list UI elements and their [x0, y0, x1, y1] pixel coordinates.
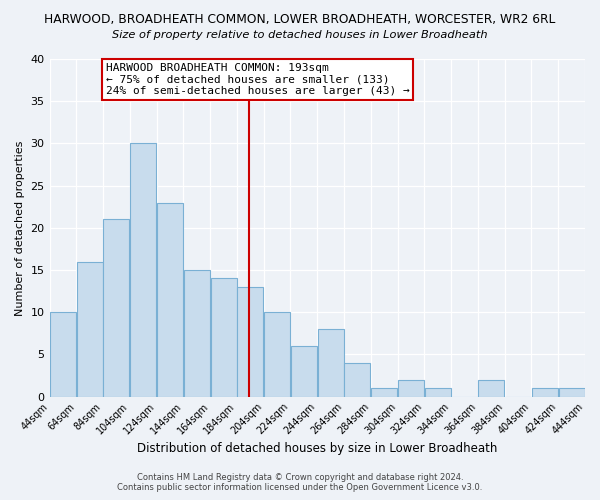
Bar: [130, 144, 156, 396]
Bar: [264, 312, 290, 396]
Bar: [184, 270, 210, 396]
Bar: [478, 380, 504, 396]
Bar: [50, 312, 76, 396]
Bar: [291, 346, 317, 397]
Bar: [238, 287, 263, 397]
Bar: [559, 388, 584, 396]
Bar: [425, 388, 451, 396]
Bar: [157, 202, 183, 396]
Bar: [532, 388, 558, 396]
Bar: [103, 220, 130, 396]
Bar: [398, 380, 424, 396]
Bar: [371, 388, 397, 396]
X-axis label: Distribution of detached houses by size in Lower Broadheath: Distribution of detached houses by size …: [137, 442, 497, 455]
Bar: [77, 262, 103, 396]
Text: HARWOOD BROADHEATH COMMON: 193sqm
← 75% of detached houses are smaller (133)
24%: HARWOOD BROADHEATH COMMON: 193sqm ← 75% …: [106, 63, 410, 96]
Text: Contains HM Land Registry data © Crown copyright and database right 2024.
Contai: Contains HM Land Registry data © Crown c…: [118, 473, 482, 492]
Bar: [211, 278, 236, 396]
Bar: [344, 363, 370, 396]
Y-axis label: Number of detached properties: Number of detached properties: [15, 140, 25, 316]
Bar: [317, 329, 344, 396]
Text: HARWOOD, BROADHEATH COMMON, LOWER BROADHEATH, WORCESTER, WR2 6RL: HARWOOD, BROADHEATH COMMON, LOWER BROADH…: [44, 12, 556, 26]
Text: Size of property relative to detached houses in Lower Broadheath: Size of property relative to detached ho…: [112, 30, 488, 40]
